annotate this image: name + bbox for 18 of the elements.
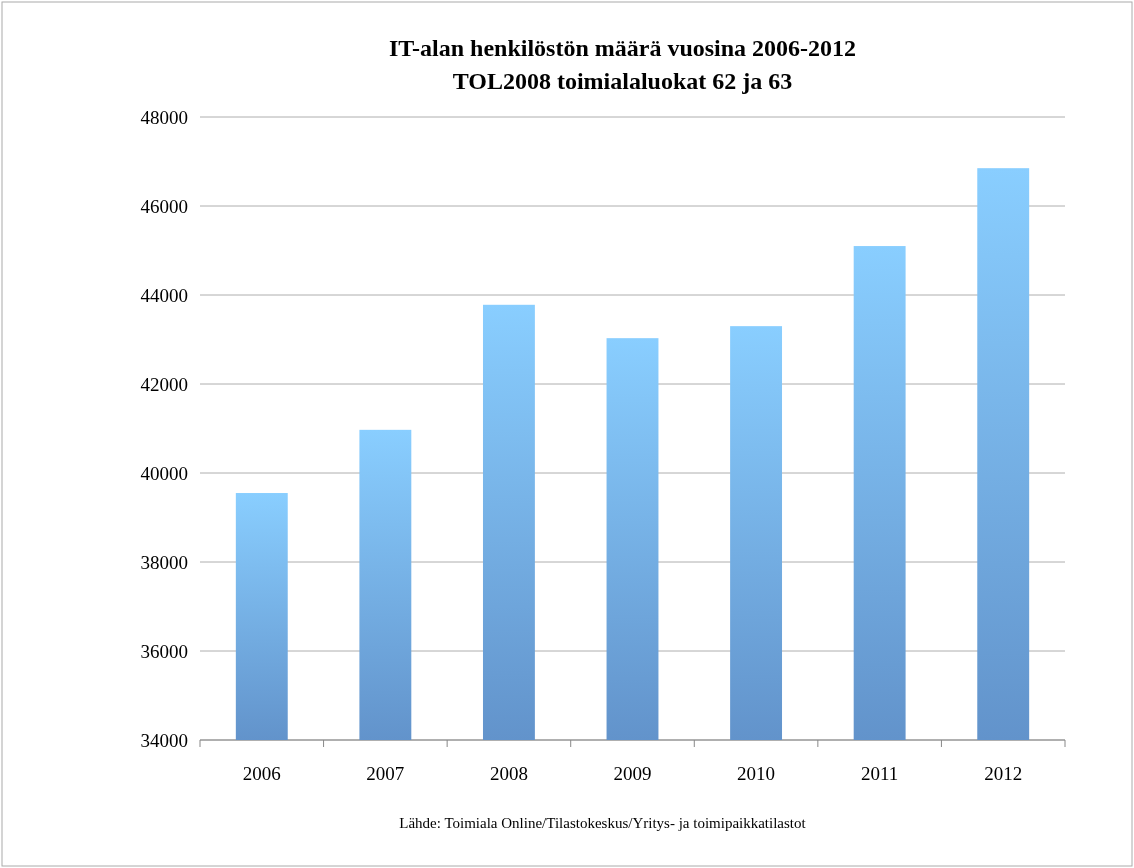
y-tick-label: 38000 [140,552,188,573]
y-tick-label: 48000 [140,107,188,128]
x-tick-label: 2012 [984,763,1023,784]
y-tick-label: 42000 [140,374,188,395]
y-tick-label: 36000 [140,641,188,662]
x-tick-label: 2009 [613,763,652,784]
y-tick-label: 40000 [140,463,188,484]
y-tick-label: 46000 [140,196,188,217]
x-tick-label: 2010 [737,763,776,784]
chart-title: IT-alan henkilöstön määrä vuosina 2006-2012 [388,35,857,61]
x-tick-label: 2006 [242,763,281,784]
chart-subtitle: TOL2008 toimialaluokat 62 ja 63 [452,68,793,94]
y-tick-label: 44000 [140,285,188,306]
x-tick-label: 2008 [489,763,528,784]
x-tick-label: 2007 [366,763,405,784]
y-tick-label: 34000 [140,730,188,751]
text: Lähde: Toimiala Online/Tilastokeskus/Yritys- ja toimipaikkatilastot [399,815,807,831]
x-tick-label: 2011 [860,763,899,784]
